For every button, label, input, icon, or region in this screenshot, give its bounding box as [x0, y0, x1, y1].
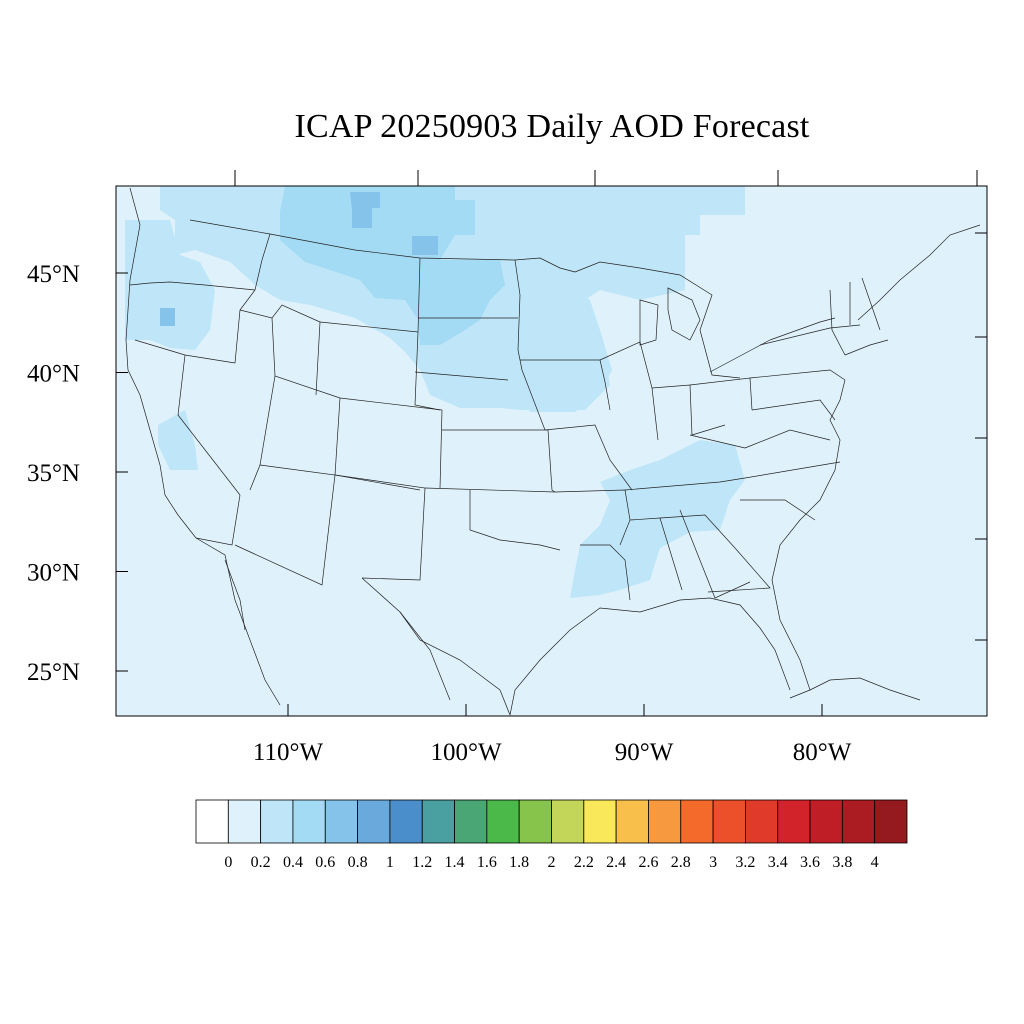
lat-tick-label: 45°N [27, 261, 80, 288]
colorbar-label: 2.2 [574, 854, 594, 871]
lat-tick-label: 30°N [27, 560, 80, 587]
colorbar-swatch [421, 799, 455, 844]
aod-region-montana-darker [350, 192, 380, 228]
aod-region-california [158, 410, 198, 470]
colorbar-swatch [615, 799, 649, 844]
colorbar-label: 1.4 [445, 854, 465, 871]
colorbar-label: 1 [386, 854, 394, 871]
map-title: ICAP 20250903 Daily AOD Forecast [294, 108, 810, 145]
colorbar-label: 2 [548, 854, 556, 871]
state-boundaries [125, 187, 981, 716]
colorbar-swatch [389, 799, 423, 844]
colorbar-label: 1.8 [509, 854, 529, 871]
aod-region-tennessee-valley [570, 440, 745, 598]
colorbar-swatch [518, 799, 552, 844]
lat-tick-label: 25°N [27, 659, 80, 686]
lon-tick-label: 80°W [793, 739, 852, 766]
lon-tick-label: 100°W [430, 739, 501, 766]
colorbar-swatch [583, 799, 617, 844]
map-frame [115, 185, 988, 717]
colorbar-label: 0.4 [283, 854, 303, 871]
colorbar-swatch [260, 799, 294, 844]
colorbar-label: 2.6 [638, 854, 658, 871]
colorbar-swatch [292, 799, 326, 844]
colorbar-swatch [745, 799, 779, 844]
colorbar-label: 3.8 [832, 854, 852, 871]
colorbar-label: 3 [709, 854, 717, 871]
aod-region-oregon-core [160, 308, 175, 326]
colorbar-label: 0.2 [251, 854, 271, 871]
aod-region-montana-dakotas [280, 186, 505, 345]
aod-shading-layer [125, 186, 745, 598]
colorbar-label: 2.8 [671, 854, 691, 871]
colorbar-swatch [841, 799, 876, 844]
colorbar: 0 0.2 0.4 0.6 0.8 1 1.2 1.4 1.6 1.8 2 2.2 2.4 2.6 2.8 3… [195, 799, 908, 871]
colorbar-label: 1.2 [412, 854, 432, 871]
colorbar-swatch [648, 799, 682, 844]
colorbar-label: 0.6 [315, 854, 335, 871]
colorbar-swatch [551, 799, 585, 844]
colorbar-swatch [357, 799, 391, 844]
colorbar-swatch [324, 799, 358, 844]
lon-tick-label: 90°W [615, 739, 674, 766]
colorbar-swatch [486, 799, 520, 844]
latitude-axis: 45°N 40°N 35°N 30°N 25°N [27, 232, 987, 686]
lon-tick-label: 110°W [253, 739, 324, 766]
colorbar-swatch [195, 799, 229, 844]
colorbar-label: 3.4 [768, 854, 788, 871]
colorbar-swatch [874, 799, 908, 844]
lat-tick-label: 40°N [27, 361, 80, 388]
colorbar-label: 1.6 [477, 854, 497, 871]
colorbar-swatch [680, 799, 714, 844]
colorbar-swatch [454, 799, 488, 844]
colorbar-swatch [809, 799, 843, 844]
colorbar-label: 0.8 [348, 854, 368, 871]
lat-tick-label: 35°N [27, 460, 80, 487]
colorbar-swatch [227, 799, 262, 844]
colorbar-label: 3.6 [800, 854, 820, 871]
aod-region-upper-midwest [518, 285, 612, 412]
colorbar-label: 4 [871, 854, 879, 871]
colorbar-swatch [777, 799, 811, 844]
colorbar-swatch [712, 799, 746, 844]
colorbar-label: 2.4 [606, 854, 626, 871]
colorbar-label: 0 [224, 854, 232, 871]
longitude-axis: 110°W 100°W 90°W 80°W [234, 170, 978, 766]
aod-region-dakota-darker [412, 236, 438, 255]
aod-region-oregon [125, 220, 215, 350]
colorbar-label: 3.2 [735, 854, 755, 871]
